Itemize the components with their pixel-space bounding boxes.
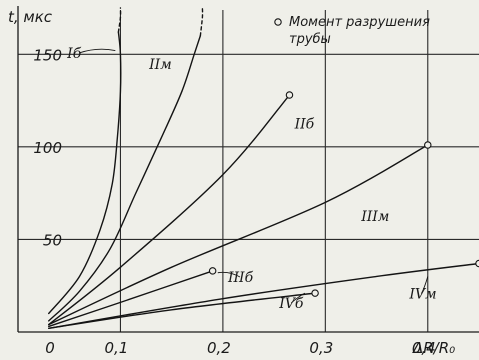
series-label-3: IIIм — [360, 209, 389, 225]
series — [48, 7, 479, 329]
x-axis-title: ΔR/R₀ — [412, 339, 455, 357]
x-tick-label-3: 0,3 — [309, 339, 333, 357]
series-line-1 — [48, 35, 202, 322]
y-tick-label-1: 100 — [33, 139, 62, 157]
x-tick-label-1: 0,1 — [105, 339, 129, 357]
x-tick-label-4: 0,4 — [412, 339, 436, 357]
legend-text-line2: трубы — [289, 32, 331, 47]
series-label-4: IIIб — [227, 270, 254, 286]
series-leader-4 — [217, 271, 241, 278]
series-line-3 — [48, 144, 429, 326]
series-dashed-0 — [117, 7, 122, 33]
y-tick-label-0: 50 — [43, 231, 62, 249]
series-2 — [48, 91, 294, 326]
series-line-2 — [48, 94, 291, 326]
series-leader-6 — [420, 276, 429, 294]
series-5 — [48, 289, 319, 329]
series-end-marker-4 — [208, 267, 217, 275]
x-tick-label-0: 0 — [45, 339, 55, 357]
series-leader-0 — [79, 48, 116, 54]
series-end-marker-3 — [424, 141, 432, 149]
axes — [17, 6, 479, 333]
series-end-marker-5 — [311, 289, 319, 297]
series-label-2: IIб — [294, 116, 315, 132]
x-tick-label-2: 0,2 — [207, 339, 231, 357]
series-line-4 — [48, 270, 214, 328]
y-tick-label-2: 150 — [33, 46, 62, 64]
series-label-0: Iб — [66, 46, 82, 62]
series-label-6: IVм — [408, 287, 436, 303]
legend-text-line1: Момент разрушения — [289, 15, 430, 30]
series-4 — [48, 267, 217, 328]
series-end-marker-2 — [285, 91, 294, 99]
series-0 — [48, 7, 122, 315]
legend-marker — [274, 18, 282, 26]
series-leader-5 — [290, 292, 306, 304]
series-label-1: IIм — [148, 57, 172, 73]
series-line-0 — [48, 31, 122, 315]
series-labels: Iб IIм IIб IIIм IIIб IVб IVм — [66, 46, 436, 312]
y-axis-title: t, мкс — [8, 8, 53, 26]
series-1 — [48, 7, 204, 322]
series-label-5: IVб — [278, 296, 304, 312]
series-line-5 — [48, 292, 316, 329]
tick-labels: 0 0,1 0,2 0,3 0,4 50 100 150 — [33, 46, 435, 357]
series-3 — [48, 141, 432, 326]
series-line-6 — [48, 262, 479, 329]
series-dashed-1 — [199, 7, 204, 37]
legend: Момент разрушения трубы — [274, 15, 430, 47]
